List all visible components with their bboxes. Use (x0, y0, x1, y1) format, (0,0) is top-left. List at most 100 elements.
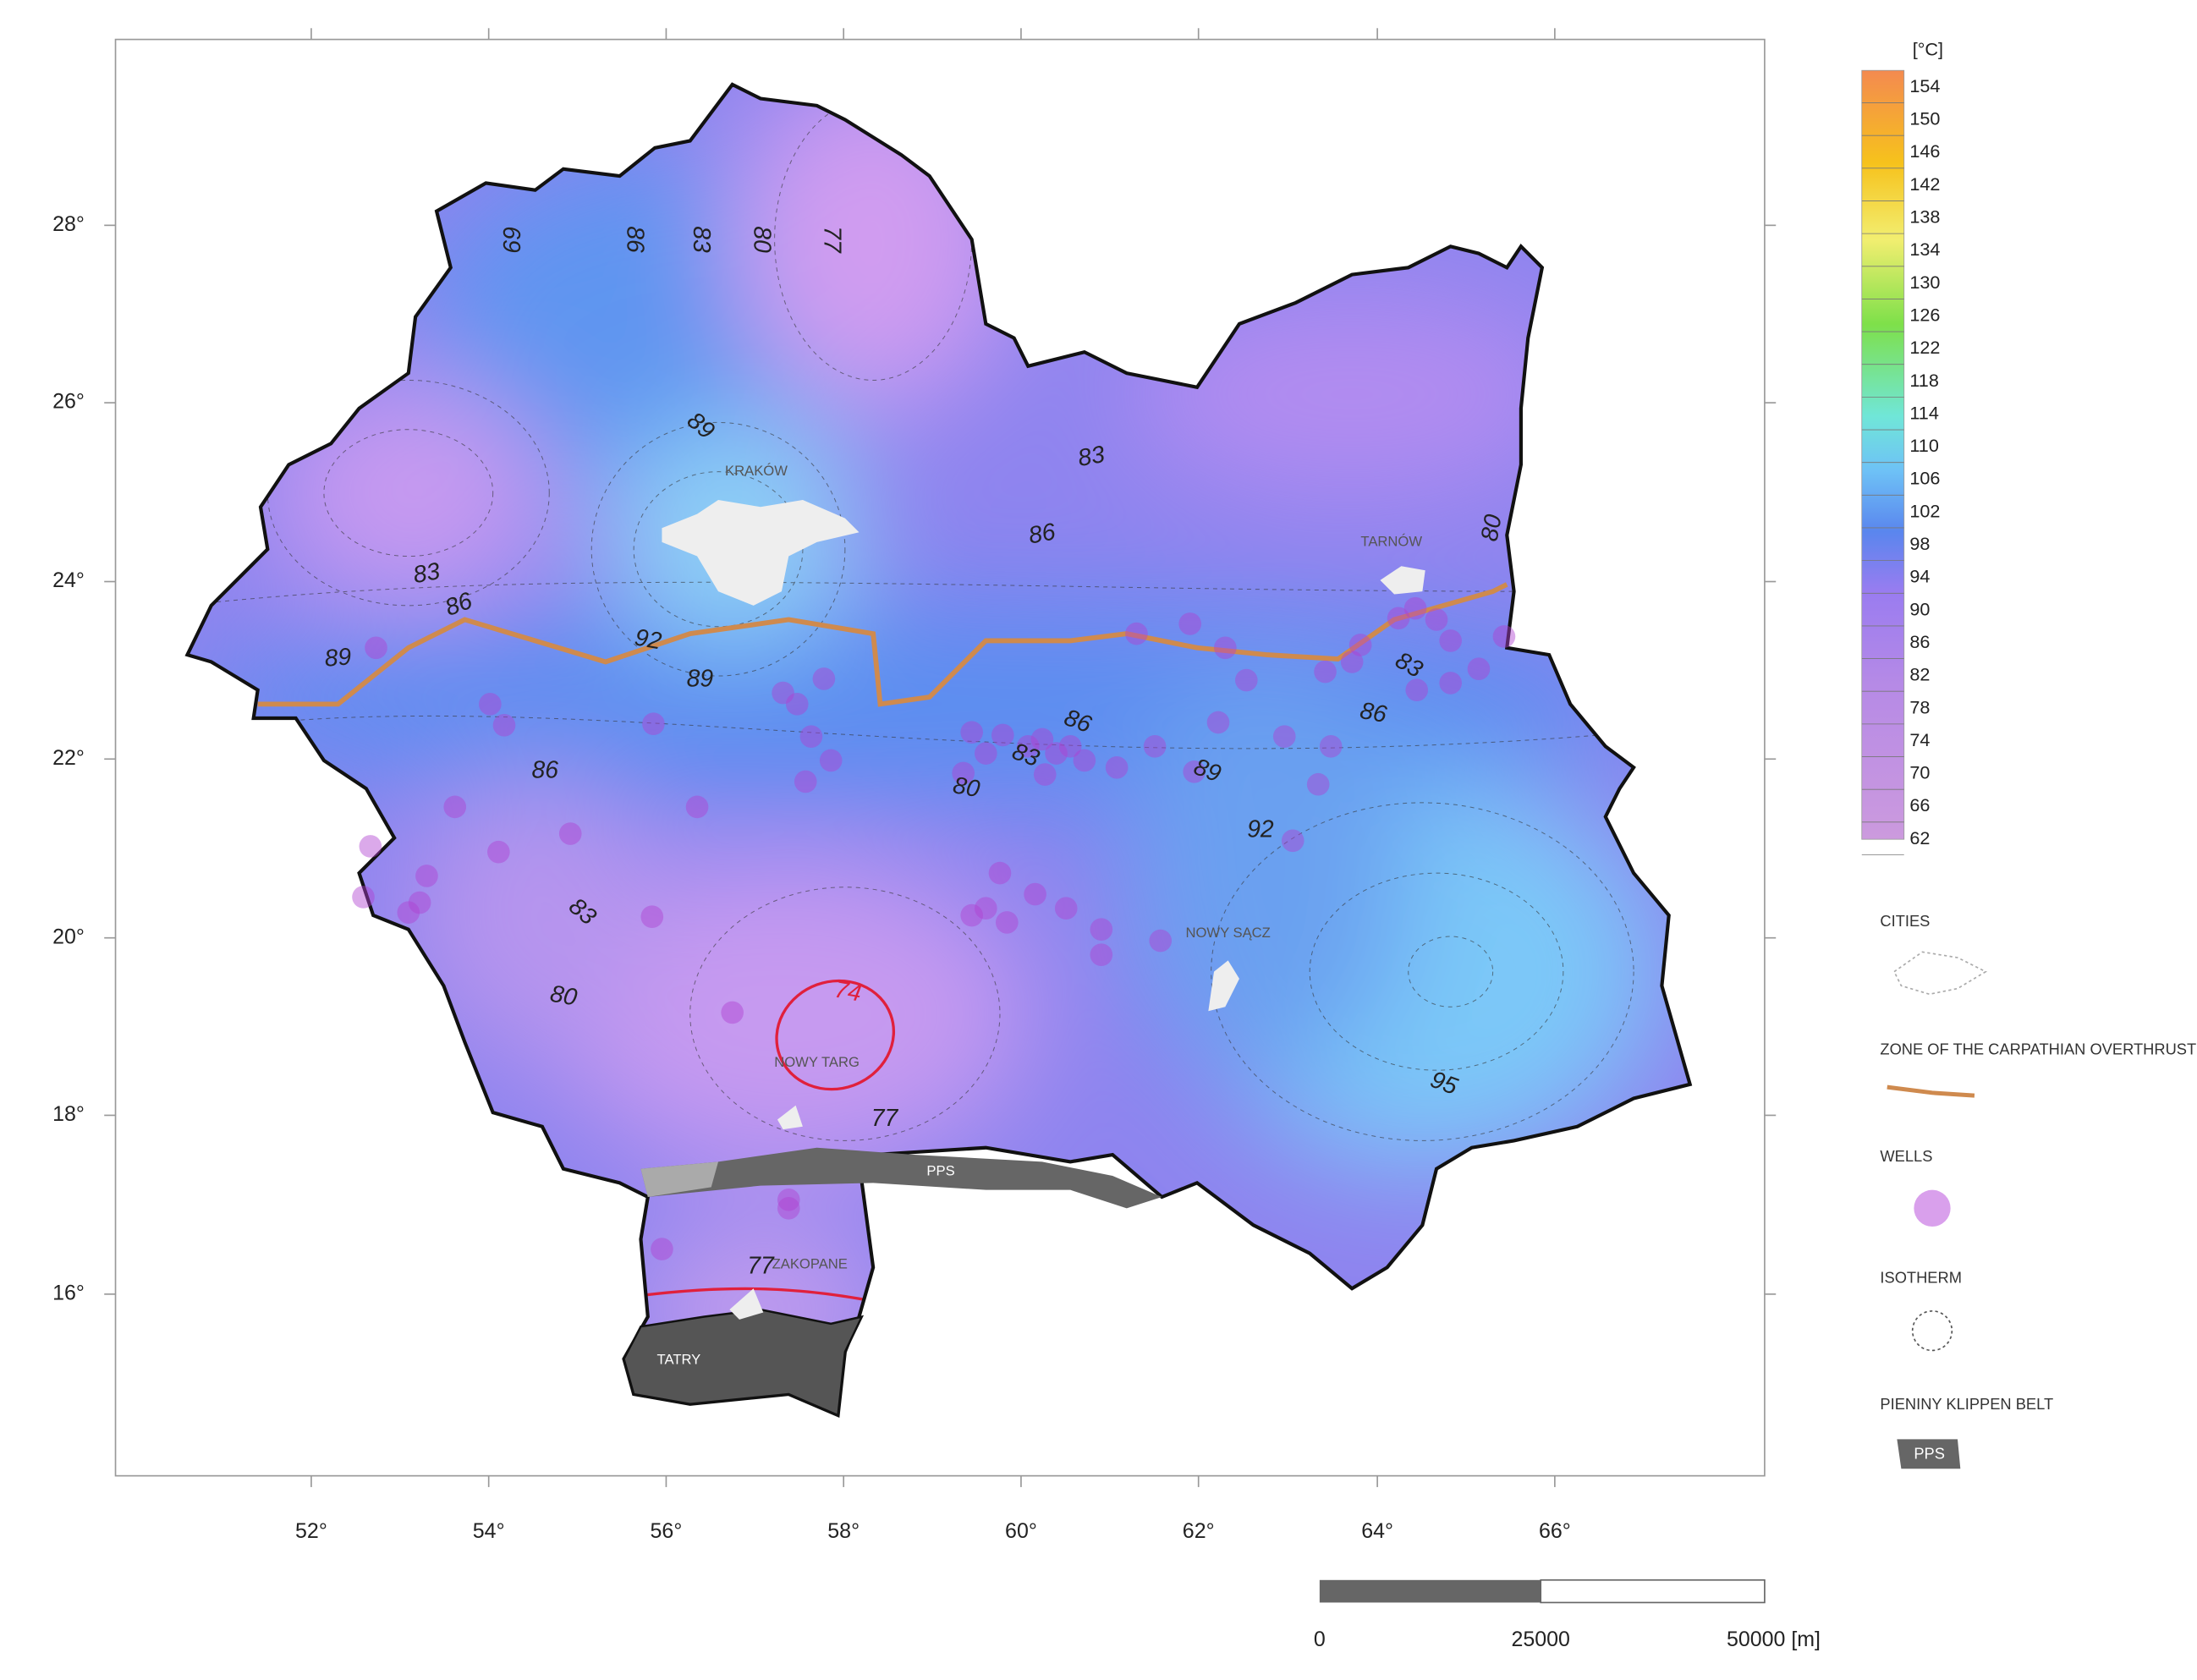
well (799, 725, 823, 748)
isotherm-label: 80 (951, 771, 982, 802)
well (1149, 929, 1173, 953)
y-tick-label: 18° (52, 1102, 85, 1126)
well (1405, 678, 1429, 702)
isotherm-label: 83 (411, 557, 442, 588)
colorbar-label: 154 (1909, 75, 1940, 96)
well (1054, 897, 1078, 920)
colorbar-label: 114 (1909, 402, 1938, 423)
colorbar-label: 74 (1909, 729, 1930, 750)
legend-overthrust-icon (1887, 1084, 1975, 1098)
well (359, 835, 382, 858)
well (651, 1238, 673, 1260)
well (794, 770, 817, 793)
x-tick-label: 64° (1361, 1519, 1393, 1543)
well (479, 693, 502, 716)
legend-overthrust: ZONE OF THE CARPATHIAN OVERTHRUST (1880, 1040, 2196, 1058)
well (1467, 657, 1491, 681)
isotherm-label: 83 (689, 226, 716, 253)
well (991, 723, 1014, 747)
scale-bar-label: 50000 [m] (1727, 1628, 1821, 1651)
place-label: ZAKOPANE (772, 1255, 848, 1271)
colorbar-label: 70 (1909, 762, 1930, 783)
scale-bar-label: 25000 (1512, 1628, 1570, 1651)
scale-bar-light (1540, 1578, 1766, 1604)
well (995, 911, 1019, 934)
isotherm-label: 74 (832, 975, 864, 1007)
colorbar-label: 118 (1909, 370, 1938, 391)
isotherm-label: 86 (623, 226, 650, 253)
scale-bar-label: 0 (1314, 1628, 1326, 1651)
well (352, 886, 375, 909)
y-tick-label: 20° (52, 925, 85, 948)
well (1214, 636, 1237, 660)
well (487, 840, 510, 864)
x-tick-label: 66° (1539, 1519, 1571, 1543)
well (960, 903, 983, 927)
colorbar (1861, 69, 1905, 840)
isotherm-label: 69 (498, 226, 525, 253)
place-label: TATRY (657, 1352, 701, 1368)
well (785, 693, 809, 716)
legend-well-icon (1914, 1189, 1951, 1227)
well (1403, 596, 1427, 620)
well (819, 749, 843, 772)
x-tick-label: 62° (1183, 1519, 1215, 1543)
place-label: PPS (926, 1162, 954, 1178)
isotherm-label: 80 (548, 980, 579, 1011)
y-tick-label: 24° (52, 568, 85, 592)
well (1439, 672, 1462, 695)
isotherm-label: 89 (687, 665, 714, 692)
colorbar-label: 138 (1909, 206, 1940, 228)
legend-klippen: PIENINY KLIPPEN BELT (1880, 1395, 2053, 1413)
colorbar-label: 90 (1909, 598, 1930, 619)
well (1045, 742, 1068, 765)
colorbar-label: 66 (1909, 794, 1930, 815)
well (558, 822, 582, 845)
well (685, 795, 709, 819)
well (397, 901, 420, 925)
colorbar-label: 78 (1909, 696, 1930, 717)
well (1030, 727, 1054, 751)
place-label: NOWY TARG (774, 1054, 860, 1070)
isotherm-label: 86 (1026, 518, 1057, 549)
well (492, 714, 516, 737)
legend-isotherm-icon (1911, 1310, 1953, 1352)
colorbar-label: 94 (1909, 566, 1930, 587)
well (415, 865, 438, 887)
well (1024, 882, 1046, 906)
colorbar-label: 150 (1909, 108, 1940, 129)
place-label: TARNÓW (1360, 533, 1422, 549)
colorbar-label: 62 (1909, 827, 1930, 848)
well (975, 897, 997, 920)
colorbar-label: 102 (1909, 500, 1940, 521)
isotherm-label: 77 (747, 1252, 775, 1279)
overthrust-zone (257, 582, 1508, 707)
legend-pps-label: PPS (1914, 1444, 1945, 1462)
legend-pps-icon (1897, 1439, 1961, 1469)
well (1272, 725, 1296, 748)
colorbar-label: 98 (1909, 533, 1930, 554)
legend-cities: CITIES (1880, 912, 1930, 930)
well (988, 861, 1012, 885)
x-tick-label: 54° (473, 1519, 505, 1543)
well (1178, 612, 1202, 635)
colorbar-label: 106 (1909, 468, 1940, 489)
scale-bar-dark (1319, 1579, 1541, 1603)
isotherm-label: 80 (1475, 512, 1507, 543)
colorbar-label: 134 (1909, 239, 1940, 260)
colorbar-unit: [°C] (1913, 39, 1943, 60)
well (1319, 734, 1343, 758)
well (721, 1001, 744, 1024)
well (1314, 660, 1337, 684)
well (1306, 772, 1330, 796)
y-tick-label: 26° (52, 390, 85, 414)
city-areas (662, 499, 1425, 1320)
isotherm-label: 77 (871, 1104, 899, 1131)
legend-city-icon (1892, 951, 1987, 996)
colorbar-label: 86 (1909, 631, 1930, 652)
well (1105, 755, 1129, 779)
x-tick-label: 56° (651, 1519, 683, 1543)
well (640, 905, 664, 929)
colorbar-label: 146 (1909, 140, 1940, 162)
